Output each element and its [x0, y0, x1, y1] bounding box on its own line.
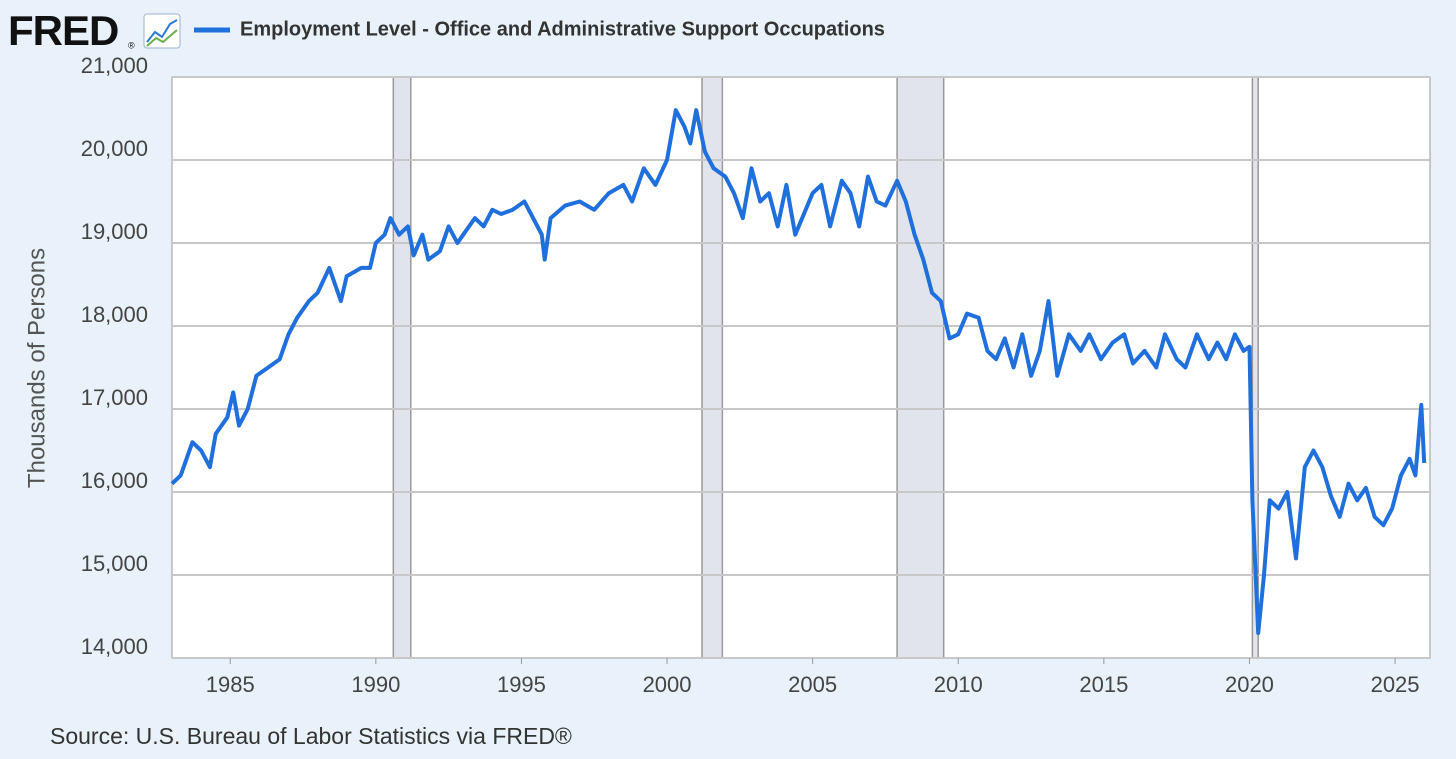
x-tick-label: 1985 [206, 672, 255, 697]
recession-band [897, 77, 944, 658]
logo-icon [143, 13, 181, 49]
y-tick-label: 14,000 [81, 634, 148, 659]
y-tick-label: 21,000 [81, 53, 148, 78]
y-tick-label: 15,000 [81, 551, 148, 576]
plot-area [171, 76, 1431, 659]
y-tick-label: 19,000 [81, 219, 148, 244]
logo: FRED [8, 7, 118, 54]
recession-band [1252, 77, 1259, 658]
y-axis-title: Thousands of Persons [23, 248, 50, 488]
x-tick-label: 1995 [497, 672, 546, 697]
recession-band [393, 77, 411, 658]
source: Source: U.S. Bureau of Labor Statistics … [50, 723, 572, 749]
x-tick-label: 2025 [1371, 672, 1420, 697]
series-line [170, 108, 1427, 636]
x-tick-label: 2020 [1225, 672, 1274, 697]
y-tick-label: 16,000 [81, 468, 148, 493]
logo-mark: ® [128, 40, 135, 50]
legend-label: Employment Level - Office and Administra… [240, 18, 885, 40]
x-tick-label: 1990 [351, 672, 400, 697]
y-tick-label: 18,000 [81, 302, 148, 327]
x-tick-label: 2005 [788, 672, 837, 697]
recession-band [701, 77, 723, 658]
x-tick-label: 2015 [1079, 672, 1128, 697]
y-tick-label: 20,000 [81, 136, 148, 161]
x-tick-label: 2010 [934, 672, 983, 697]
x-tick-label: 2000 [643, 672, 692, 697]
y-tick-label: 17,000 [81, 385, 148, 410]
